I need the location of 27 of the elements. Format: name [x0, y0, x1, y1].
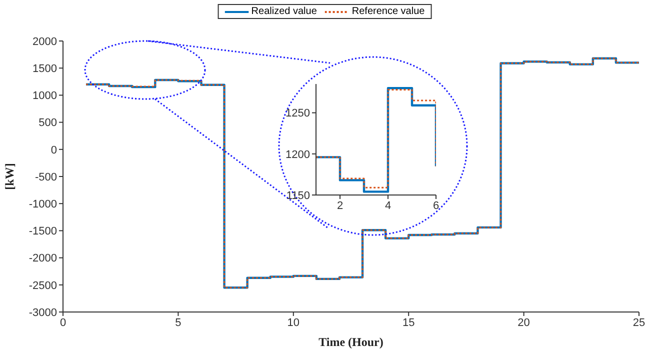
x-tick-label: 4 [384, 200, 392, 212]
y-tick-label: 1000 [32, 90, 57, 102]
y-tick-label: -3000 [28, 306, 57, 319]
y-tick-label: 1150 [286, 190, 310, 202]
x-tick-label: 5 [175, 316, 182, 329]
y-tick-label: 1200 [286, 148, 310, 161]
y-tick-label: 500 [38, 117, 57, 130]
x-tick-label: 2 [336, 200, 344, 212]
y-axis-title: [kW] [2, 163, 16, 190]
legend-label: Realized value [251, 6, 317, 17]
y-tick-label: -2500 [28, 280, 57, 292]
x-tick-label: 0 [60, 316, 66, 329]
x-tick-label: 20 [518, 316, 530, 329]
x-tick-label: 10 [287, 316, 300, 329]
y-tick-label: -1000 [28, 198, 57, 211]
x-axis-title: Time (Hour) [318, 335, 384, 349]
y-tick-label: 1500 [32, 63, 57, 76]
y-tick-label: 2000 [32, 36, 57, 48]
y-tick-label: 0 [50, 144, 57, 156]
x-tick-label: 15 [402, 316, 415, 329]
y-tick-label: -2000 [28, 252, 57, 265]
y-tick-label: -1500 [28, 226, 57, 238]
y-tick-label: 1250 [286, 108, 310, 120]
x-tick-label: 6 [432, 200, 440, 212]
x-tick-label: 25 [632, 316, 646, 329]
legend-label: Reference value [352, 6, 425, 17]
y-tick-label: -500 [34, 171, 57, 184]
